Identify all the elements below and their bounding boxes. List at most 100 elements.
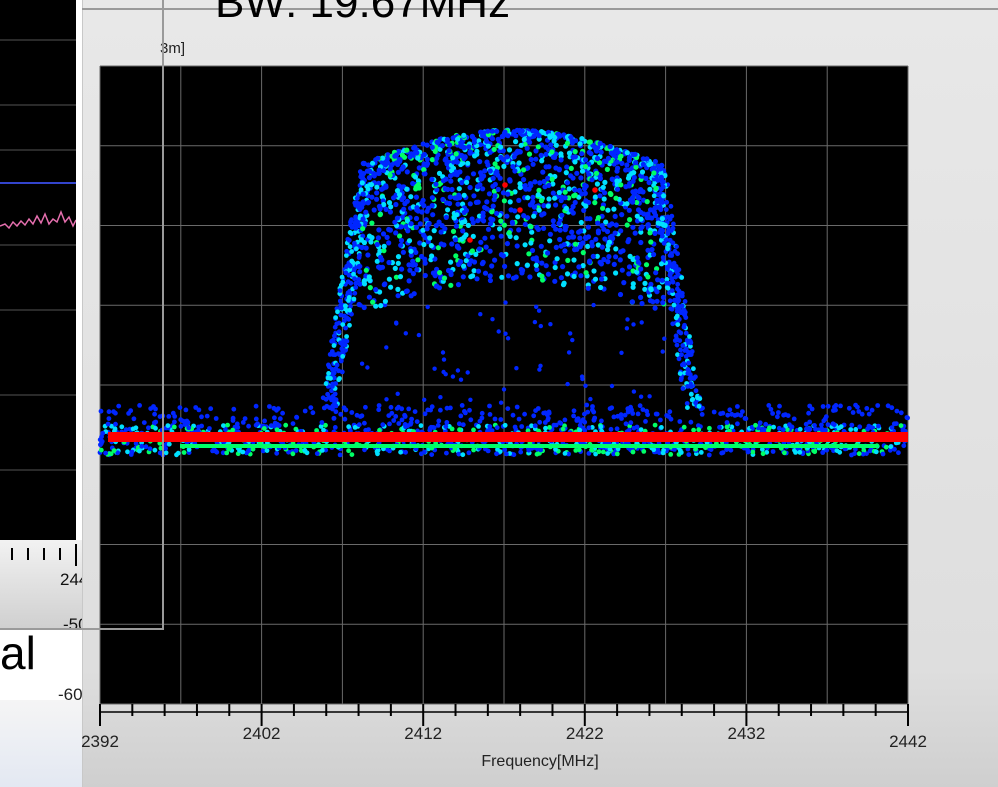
density-point	[440, 178, 447, 184]
density-point	[492, 161, 498, 167]
density-point	[422, 272, 428, 279]
density-point	[599, 223, 605, 229]
density-point	[105, 421, 111, 427]
density-point	[336, 368, 341, 374]
density-point	[382, 298, 388, 304]
density-point	[475, 268, 482, 274]
density-point	[825, 403, 831, 409]
density-point	[548, 142, 554, 148]
density-point	[443, 214, 449, 220]
density-point	[385, 152, 391, 158]
density-point	[586, 199, 592, 206]
density-point	[630, 224, 636, 230]
density-point	[735, 421, 740, 427]
density-point	[410, 271, 416, 277]
density-point	[328, 376, 333, 381]
density-point	[432, 148, 438, 154]
density-point	[377, 427, 382, 433]
density-point	[581, 207, 587, 213]
density-point	[849, 422, 855, 428]
density-point	[853, 427, 859, 432]
density-point	[485, 128, 491, 134]
density-point	[409, 416, 414, 422]
density-point	[472, 153, 478, 159]
density-point	[526, 151, 533, 157]
density-point	[522, 141, 528, 147]
density-point	[375, 155, 381, 161]
density-point	[676, 356, 682, 362]
density-point	[812, 423, 817, 428]
density-point	[466, 144, 472, 150]
density-point	[600, 271, 606, 277]
y-axis-unit-label: 3m]	[160, 40, 186, 57]
density-point	[352, 266, 357, 272]
density-point	[568, 331, 573, 336]
density-point	[494, 169, 500, 175]
density-point	[718, 411, 723, 417]
density-point	[497, 175, 503, 181]
density-point	[360, 160, 366, 166]
density-point	[246, 423, 252, 429]
density-point	[538, 323, 543, 329]
density-point	[492, 257, 498, 263]
density-point	[494, 451, 499, 457]
density-point	[541, 225, 547, 231]
density-point	[556, 220, 562, 226]
density-point	[677, 338, 683, 343]
density-point	[319, 448, 325, 453]
density-point	[690, 396, 696, 402]
density-point	[676, 267, 682, 273]
density-point	[429, 452, 435, 457]
density-point	[632, 230, 638, 236]
density-point	[727, 407, 733, 413]
density-point	[442, 226, 448, 232]
density-point	[640, 407, 646, 412]
density-point	[666, 280, 672, 286]
density-point	[489, 263, 495, 269]
density-point	[428, 424, 434, 430]
density-point	[543, 151, 549, 157]
density-point	[230, 415, 236, 421]
density-point	[541, 211, 547, 217]
density-point	[376, 180, 382, 186]
density-point	[116, 403, 122, 409]
density-point	[461, 145, 467, 151]
density-point	[373, 287, 379, 293]
density-point	[647, 394, 652, 399]
density-point	[274, 421, 280, 427]
density-point	[684, 401, 690, 406]
density-point	[408, 248, 414, 254]
density-point	[675, 271, 681, 277]
density-point	[577, 422, 583, 428]
density-point	[456, 192, 462, 198]
density-point	[440, 350, 446, 355]
density-point	[348, 303, 353, 309]
density-point	[530, 161, 536, 167]
density-point	[777, 403, 782, 409]
density-point	[634, 255, 640, 261]
density-point	[470, 233, 476, 239]
density-point	[489, 428, 495, 433]
density-point	[395, 260, 401, 266]
density-point	[478, 312, 483, 317]
density-point	[366, 294, 372, 300]
density-point	[559, 212, 565, 218]
density-point	[384, 234, 390, 240]
density-point	[579, 151, 585, 157]
density-point	[679, 303, 685, 309]
density-point	[398, 242, 404, 248]
density-point	[787, 422, 792, 428]
density-point	[332, 333, 337, 339]
density-point	[857, 424, 863, 430]
density-point	[461, 263, 467, 269]
density-point	[641, 449, 647, 454]
density-point	[633, 160, 639, 166]
density-point	[618, 153, 624, 159]
density-point	[404, 186, 410, 192]
density-point	[856, 409, 862, 414]
density-point	[386, 226, 392, 233]
density-point	[446, 148, 452, 154]
density-point	[502, 422, 508, 428]
density-point	[660, 450, 666, 456]
density-point	[537, 419, 543, 425]
